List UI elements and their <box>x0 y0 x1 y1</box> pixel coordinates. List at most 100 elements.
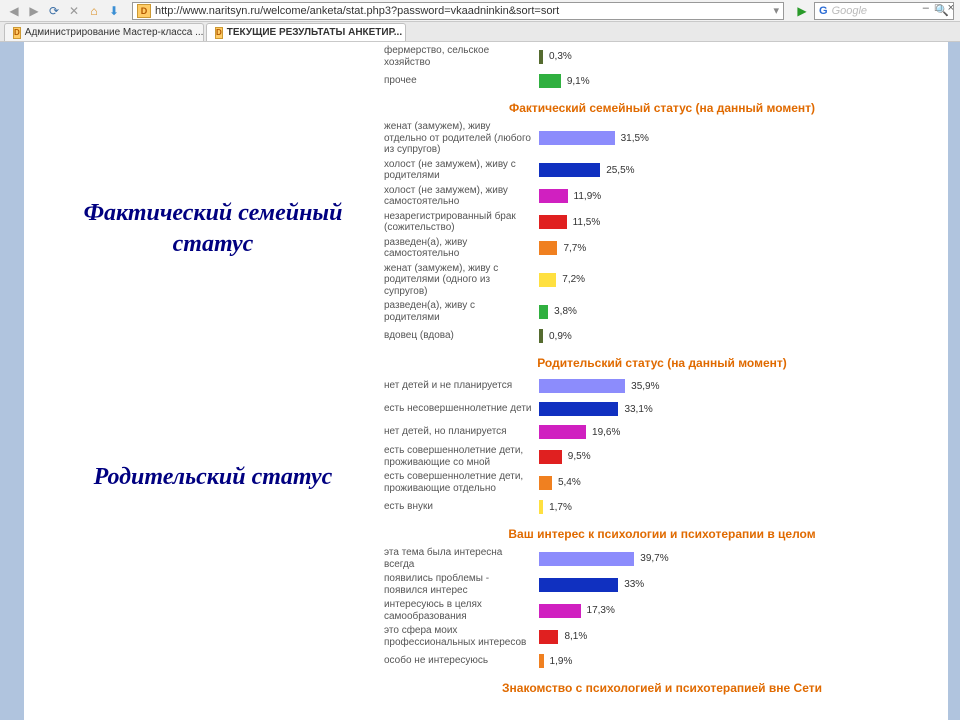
row-label: есть внуки <box>384 501 539 513</box>
row-percent: 19,6% <box>592 427 620 438</box>
bar-area: 8,1% <box>539 630 940 644</box>
bar <box>539 379 625 393</box>
bar <box>539 273 556 287</box>
bar <box>539 329 543 343</box>
row-percent: 7,7% <box>563 243 586 254</box>
row-label: прочее <box>384 75 539 87</box>
bar-area: 7,2% <box>539 273 940 287</box>
stop-button[interactable]: ✕ <box>66 3 82 19</box>
row-percent: 31,5% <box>621 133 649 144</box>
maximize-button[interactable]: □ <box>935 2 942 14</box>
bar-area: 0,9% <box>539 329 940 343</box>
row-percent: 39,7% <box>640 553 668 564</box>
site-favicon: D <box>13 27 21 39</box>
bar-area: 5,4% <box>539 476 940 490</box>
row-label: разведен(а), живу самостоятельно <box>384 237 539 260</box>
row-percent: 7,2% <box>562 274 585 285</box>
bar <box>539 450 562 464</box>
row-percent: 1,7% <box>549 502 572 513</box>
chart-row: женат (замужем), живу с родителями (одно… <box>384 263 940 298</box>
bar <box>539 131 615 145</box>
bar-area: 31,5% <box>539 131 940 145</box>
chart-row: интересуюсь в целях самообразования 17,3% <box>384 599 940 622</box>
search-placeholder: Google <box>832 5 936 17</box>
chart-row: прочее 9,1% <box>384 71 940 91</box>
bar-area: 33% <box>539 578 940 592</box>
close-button[interactable]: × <box>948 2 954 14</box>
bar <box>539 654 544 668</box>
bar <box>539 215 567 229</box>
bar-area: 39,7% <box>539 552 940 566</box>
bar-area: 17,3% <box>539 604 940 618</box>
chart-row: нет детей и не планируется 35,9% <box>384 376 940 396</box>
row-percent: 17,3% <box>587 605 615 616</box>
tab-results[interactable]: D ТЕКУЩИЕ РЕЗУЛЬТАТЫ АНКЕТИР... × <box>206 23 406 41</box>
url-dropdown-icon[interactable]: ▾ <box>773 4 779 17</box>
bar-area: 11,5% <box>539 215 940 229</box>
bar-area: 25,5% <box>539 163 940 177</box>
section-title: Знакомство с психологией и психотерапией… <box>384 681 940 695</box>
home-button[interactable]: ⌂ <box>86 3 102 19</box>
bar-area: 1,9% <box>539 654 940 668</box>
row-percent: 9,5% <box>568 451 591 462</box>
row-label: нет детей и не планируется <box>384 380 539 392</box>
bar-area: 1,7% <box>539 500 940 514</box>
chart-row: это сфера моих профессиональных интересо… <box>384 625 940 648</box>
bar <box>539 552 634 566</box>
row-label: особо не интересуюсь <box>384 655 539 667</box>
row-percent: 11,5% <box>573 217 601 228</box>
row-label: вдовец (вдова) <box>384 330 539 342</box>
bar <box>539 630 558 644</box>
chart-row: разведен(а), живу с родителями3,8% <box>384 300 940 323</box>
chart-row: есть совершеннолетние дети, проживающие … <box>384 471 940 494</box>
chart-row: эта тема была интересна всегда 39,7% <box>384 547 940 570</box>
row-label: разведен(а), живу с родителями <box>384 300 539 323</box>
nav-back-button[interactable]: ◀ <box>6 3 22 19</box>
row-percent: 5,4% <box>558 477 581 488</box>
section-title: Фактический семейный статус (на данный м… <box>384 101 940 115</box>
slide-area: Фактический семейный статус Родительский … <box>24 42 948 720</box>
viewport: Фактический семейный статус Родительский … <box>0 42 960 720</box>
chart-row: появились проблемы - появился интерес33% <box>384 573 940 596</box>
slide-annotation: Родительский статус <box>48 462 378 493</box>
chart-row: есть внуки 1,7% <box>384 497 940 517</box>
downloads-button[interactable]: ⬇ <box>106 3 122 19</box>
chart-row: есть несовершеннолетние дети33,1% <box>384 399 940 419</box>
search-engine-icon: G <box>819 5 828 17</box>
row-label: есть совершеннолетние дети, проживающие … <box>384 445 539 468</box>
row-label: эта тема была интересна всегда <box>384 547 539 570</box>
section-title: Ваш интерес к психологии и психотерапии … <box>384 527 940 541</box>
bar-area: 9,1% <box>539 74 940 88</box>
bar <box>539 74 561 88</box>
chart-row: нет детей, но планируется 19,6% <box>384 422 940 442</box>
bar-area: 9,5% <box>539 450 940 464</box>
reload-button[interactable]: ⟳ <box>46 3 62 19</box>
chart-row: холост (не замужем), живу с родителями25… <box>384 159 940 182</box>
go-button[interactable]: ▶ <box>794 3 810 19</box>
url-bar[interactable]: D http://www.naritsyn.ru/welcome/anketa/… <box>132 2 784 20</box>
chart-row: есть совершеннолетние дети, проживающие … <box>384 445 940 468</box>
chart-row: особо не интересуюсь1,9% <box>384 651 940 671</box>
row-percent: 0,9% <box>549 331 572 342</box>
bar <box>539 500 543 514</box>
bar-area: 0,3% <box>539 50 940 64</box>
bar-area: 7,7% <box>539 241 940 255</box>
row-percent: 35,9% <box>631 381 659 392</box>
row-percent: 33,1% <box>624 404 652 415</box>
slide-annotation: Фактический семейный статус <box>48 198 378 260</box>
bar <box>539 241 557 255</box>
tab-admin[interactable]: D Администрирование Мастер-класса ... <box>4 23 204 41</box>
row-label: нет детей, но планируется <box>384 426 539 438</box>
row-label: интересуюсь в целях самообразования <box>384 599 539 622</box>
bar <box>539 425 586 439</box>
tab-label: ТЕКУЩИЕ РЕЗУЛЬТАТЫ АНКЕТИР... <box>227 27 402 38</box>
chart-row: фермерство, сельское хозяйство0,3% <box>384 45 940 68</box>
row-percent: 25,5% <box>606 165 634 176</box>
nav-forward-button[interactable]: ▶ <box>26 3 42 19</box>
section-title: Родительский статус (на данный момент) <box>384 356 940 370</box>
url-text: http://www.naritsyn.ru/welcome/anketa/st… <box>155 5 559 17</box>
row-percent: 9,1% <box>567 76 590 87</box>
bar <box>539 50 543 64</box>
minimize-button[interactable]: – <box>923 2 929 14</box>
row-percent: 33% <box>624 579 644 590</box>
